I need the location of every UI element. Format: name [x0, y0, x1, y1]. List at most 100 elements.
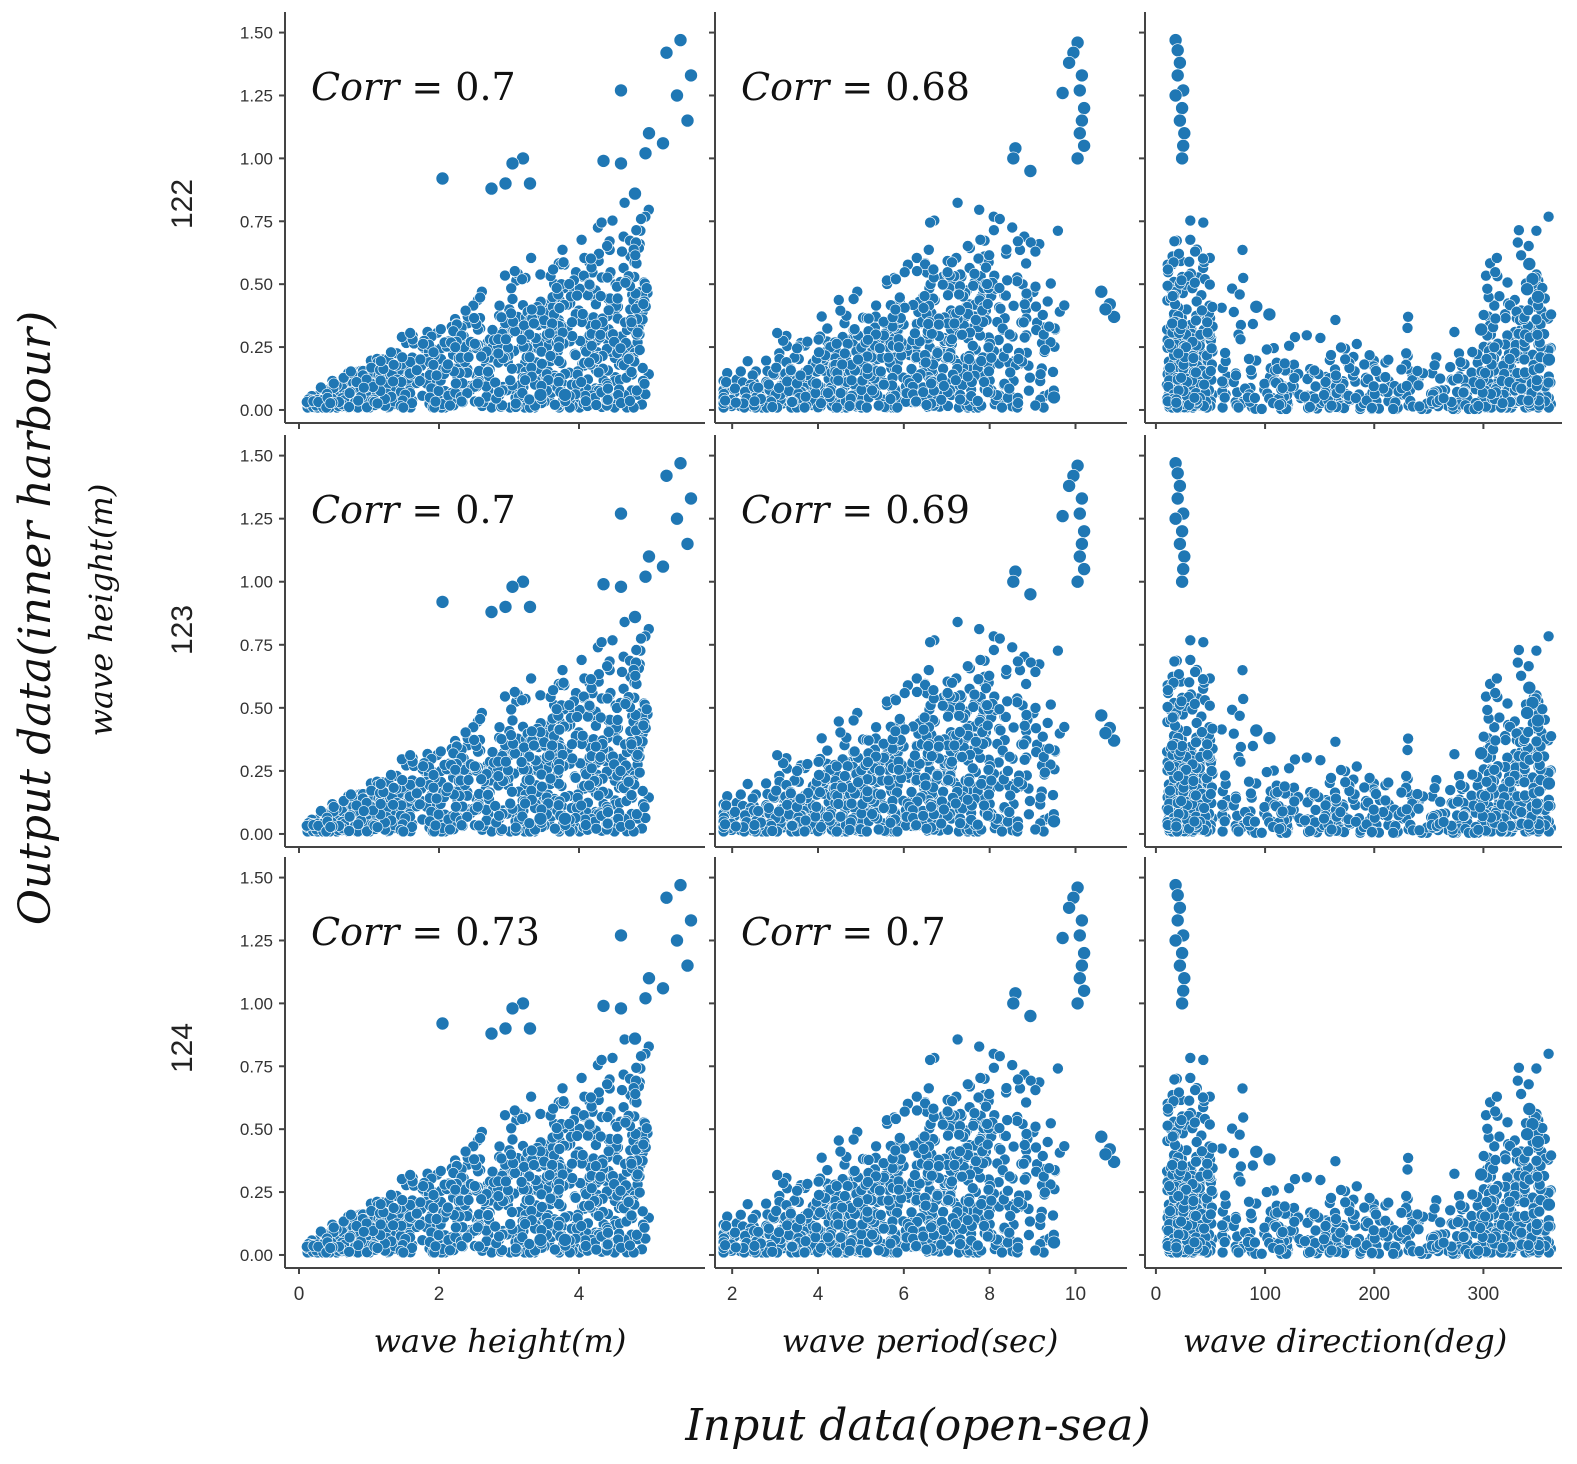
scatter-point	[473, 819, 485, 832]
scatter-point	[872, 823, 885, 836]
scatter-point	[798, 401, 811, 414]
scatter-point	[673, 456, 688, 471]
scatter-point	[938, 803, 950, 816]
scatter-point	[972, 252, 985, 265]
scatter-point	[506, 293, 519, 305]
scatter-point	[1045, 698, 1057, 711]
scatter-point	[1237, 693, 1249, 705]
scatter-point	[1018, 719, 1031, 732]
scatter-point	[1012, 655, 1024, 668]
scatter-point	[594, 751, 607, 763]
scatter-point	[852, 353, 864, 366]
scatter-point	[1513, 224, 1525, 236]
scatter-point	[1062, 479, 1076, 493]
scatter-point	[601, 660, 613, 673]
scatter-point	[642, 549, 656, 564]
scatter-point	[801, 758, 814, 770]
scatter-point	[616, 666, 628, 678]
scatter-point	[975, 355, 988, 367]
scatter-point	[1180, 341, 1192, 354]
scatter-point	[968, 267, 981, 280]
scatter-point	[821, 322, 834, 335]
scatter-point	[1395, 363, 1408, 376]
scatter-point	[1020, 257, 1032, 270]
scatter-point	[1412, 379, 1425, 392]
scatter-point	[509, 397, 522, 410]
y-tick-label: 0.25	[240, 338, 273, 357]
scatter-point	[1480, 353, 1493, 365]
scatter-point	[1037, 730, 1049, 743]
scatter-point	[1232, 401, 1245, 414]
scatter-point	[877, 737, 890, 750]
scatter-point	[954, 817, 966, 830]
scatter-point	[637, 719, 650, 732]
scatter-point	[673, 33, 688, 47]
scatter-point	[1518, 353, 1531, 366]
scatter-point	[994, 302, 1007, 315]
scatter-point	[1170, 68, 1185, 83]
scatter-point	[1247, 318, 1259, 330]
scatter-point	[1175, 274, 1188, 287]
scatter-point	[786, 819, 798, 832]
scatter-point	[1488, 299, 1501, 312]
scatter-point	[1503, 353, 1516, 365]
scatter-point	[427, 346, 440, 359]
scatter-point	[918, 290, 931, 302]
scatter-point	[996, 401, 1008, 414]
scatter-point	[1045, 277, 1057, 290]
scatter-point	[630, 224, 643, 236]
scatter-point	[925, 800, 937, 813]
scatter-point	[766, 401, 779, 413]
scatter-point	[1387, 403, 1399, 415]
scatter-point	[628, 610, 642, 624]
scatter-point	[1235, 741, 1247, 753]
scatter-point	[516, 810, 529, 823]
scatter-point	[1058, 299, 1071, 312]
scatter-point	[949, 797, 962, 810]
scatter-point	[1003, 382, 1016, 395]
y-tick-label: 0.00	[240, 401, 273, 420]
scatter-point	[874, 365, 887, 378]
scatter-point	[474, 713, 486, 725]
scatter-point	[1001, 695, 1014, 708]
scatter-point	[1007, 721, 1020, 734]
scatter-point	[1491, 252, 1503, 264]
scatter-point	[1175, 371, 1187, 384]
scatter-point	[890, 273, 902, 286]
scatter-point	[1466, 346, 1479, 358]
scatter-point	[935, 817, 948, 830]
scatter-point	[571, 289, 583, 302]
scatter-point	[1098, 302, 1113, 317]
scatter-point	[566, 316, 578, 329]
scatter-point	[1198, 378, 1210, 391]
scatter-point	[1299, 390, 1311, 403]
scatter-point	[602, 726, 615, 738]
scatter-point	[1367, 380, 1380, 393]
scatter-point	[396, 774, 409, 786]
scatter-point	[892, 341, 905, 354]
scatter-point	[1018, 331, 1031, 344]
scatter-point	[1098, 726, 1113, 740]
scatter-point	[1039, 766, 1051, 779]
scatter-point	[1006, 641, 1019, 654]
scatter-point	[1034, 368, 1047, 381]
y-tick-label: 1.50	[240, 24, 273, 43]
scatter-point	[1023, 384, 1035, 397]
scatter-point	[972, 673, 985, 686]
scatter-point	[525, 252, 537, 264]
scatter-point	[1001, 274, 1014, 287]
scatter-point	[670, 88, 684, 103]
scatter-point	[973, 204, 986, 216]
scatter-point	[534, 689, 547, 702]
scatter-point	[505, 282, 518, 295]
scatter-point	[558, 388, 572, 402]
scatter-point	[891, 401, 904, 414]
scatter-point	[1530, 313, 1543, 326]
scatter-point	[324, 821, 337, 833]
scatter-point	[557, 256, 570, 269]
scatter-point	[459, 304, 472, 317]
scatter-point	[910, 819, 922, 832]
scatter-point	[834, 387, 847, 399]
scatter-point	[770, 784, 783, 797]
